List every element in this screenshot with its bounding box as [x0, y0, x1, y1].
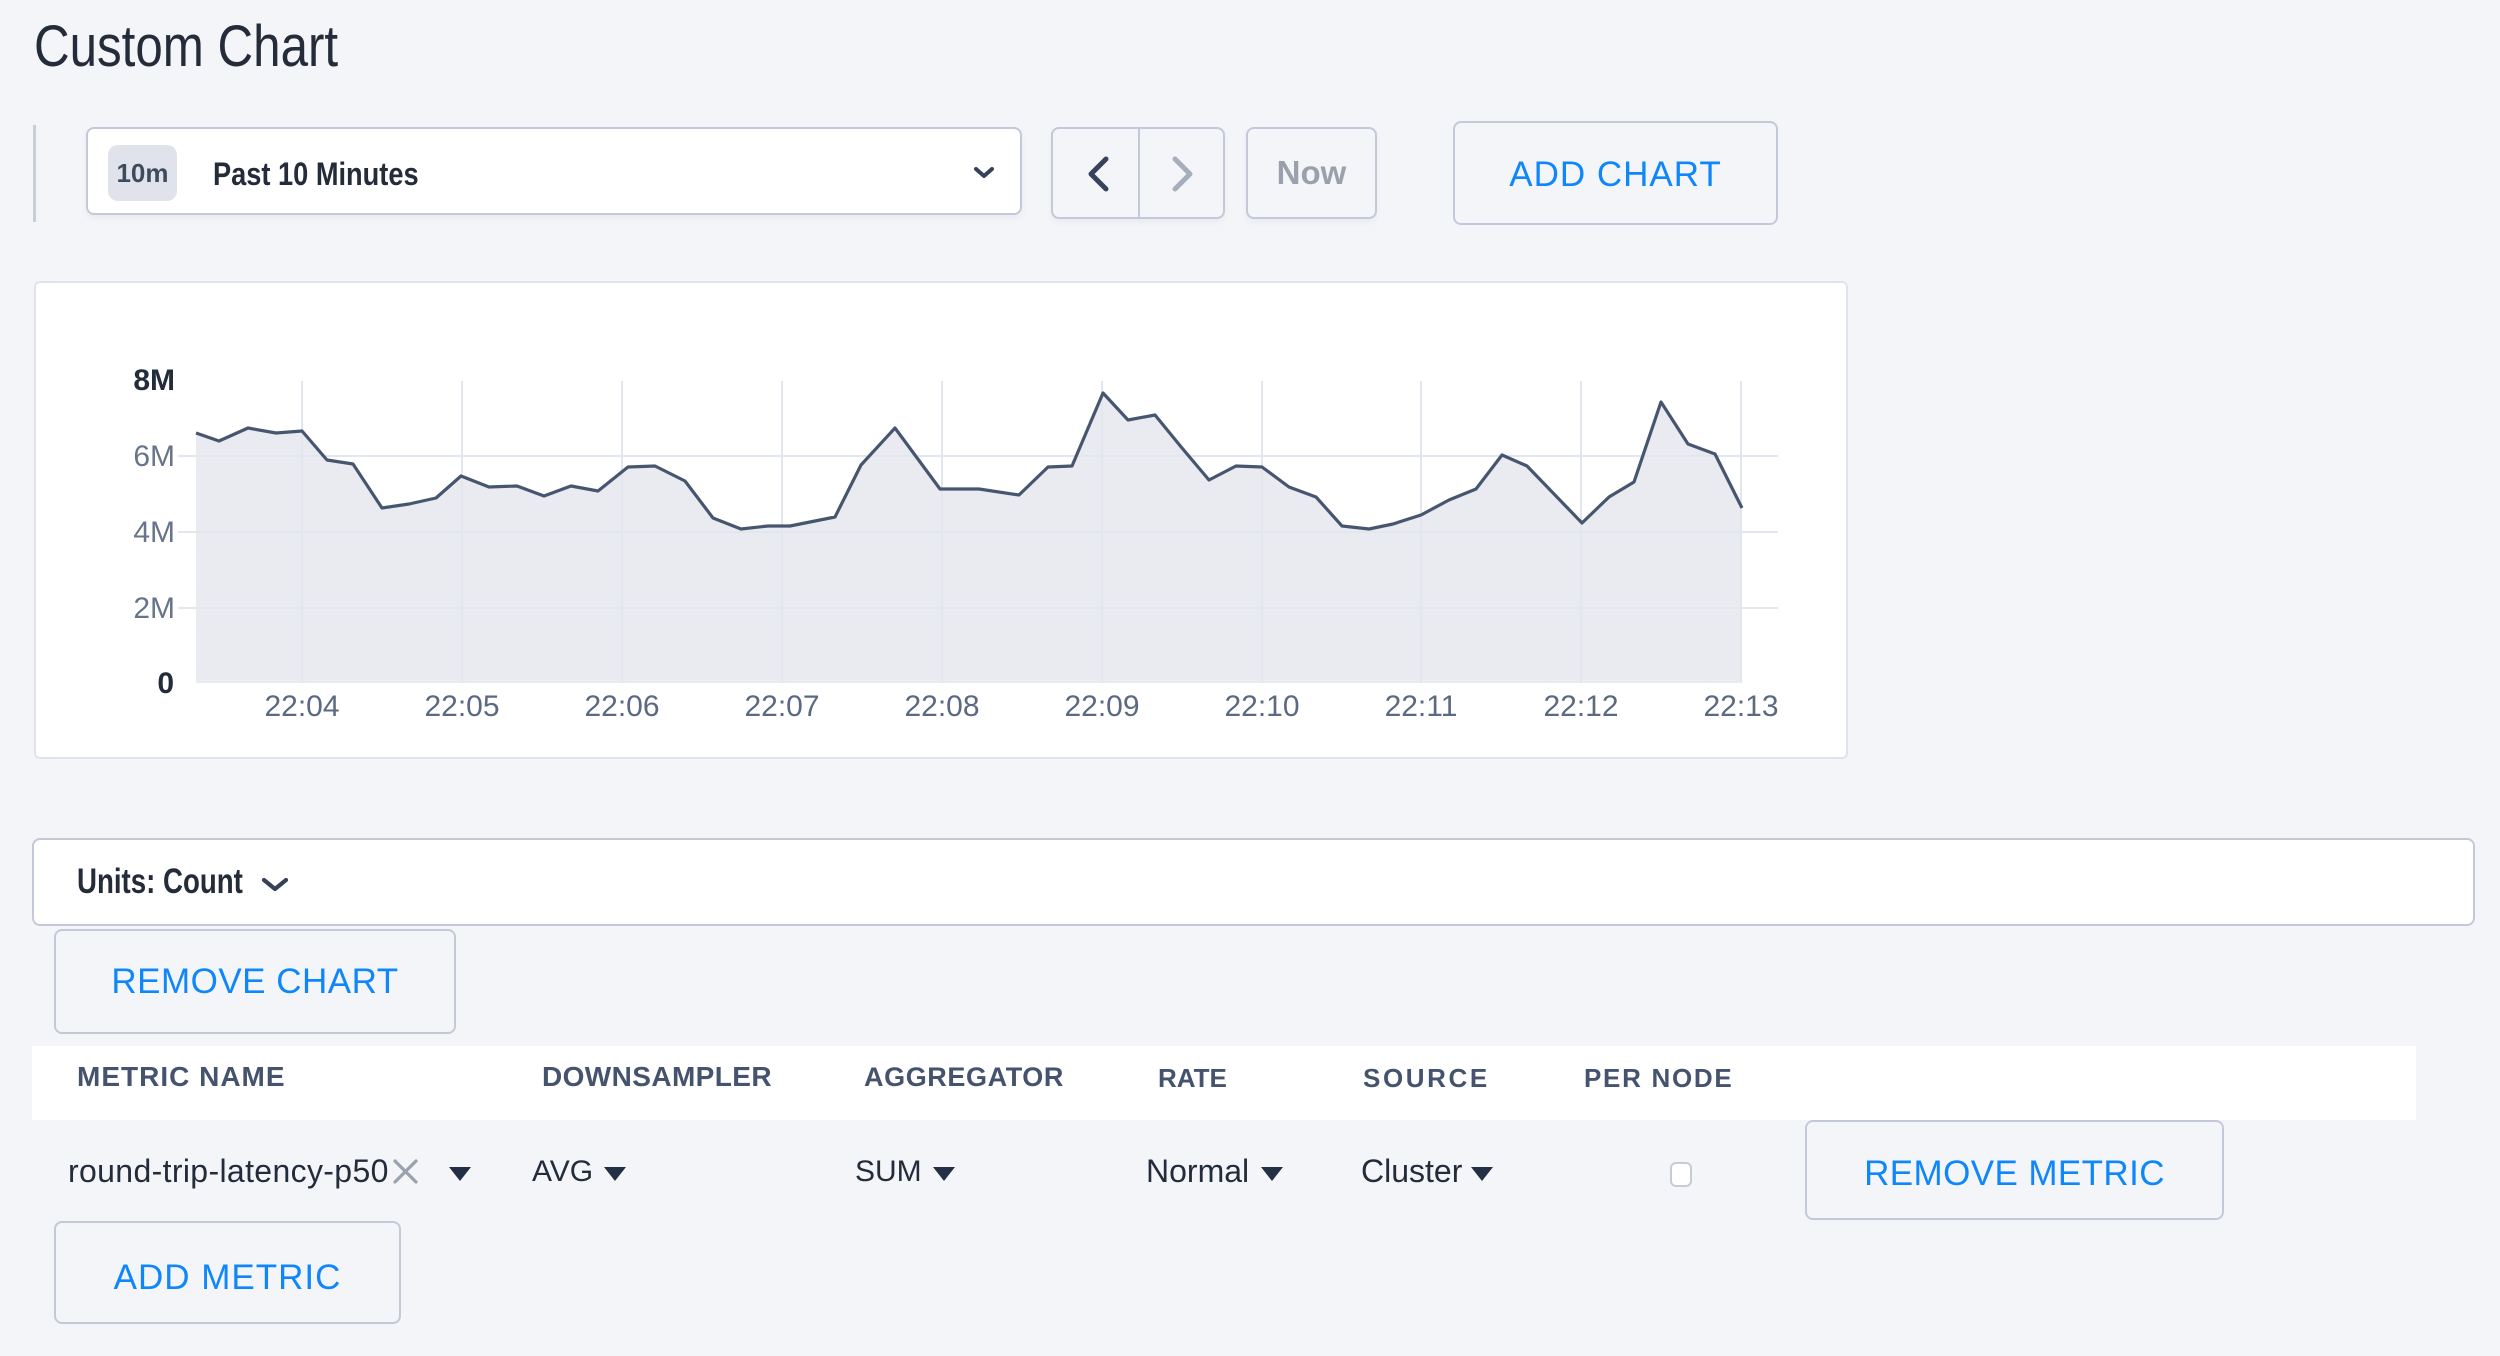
svg-text:22:08: 22:08	[904, 690, 979, 723]
svg-text:4M: 4M	[133, 516, 175, 549]
svg-text:22:13: 22:13	[1703, 690, 1778, 723]
svg-text:22:06: 22:06	[584, 690, 659, 723]
svg-text:22:04: 22:04	[264, 690, 339, 723]
svg-text:22:07: 22:07	[744, 690, 819, 723]
svg-text:8M: 8M	[133, 364, 175, 397]
svg-text:22:11: 22:11	[1385, 690, 1458, 723]
svg-text:22:12: 22:12	[1543, 690, 1618, 723]
svg-text:2M: 2M	[133, 592, 175, 625]
svg-text:6M: 6M	[133, 440, 175, 473]
svg-text:22:10: 22:10	[1224, 690, 1299, 723]
svg-text:0: 0	[157, 667, 174, 700]
svg-text:22:09: 22:09	[1064, 690, 1139, 723]
svg-text:22:05: 22:05	[424, 690, 499, 723]
